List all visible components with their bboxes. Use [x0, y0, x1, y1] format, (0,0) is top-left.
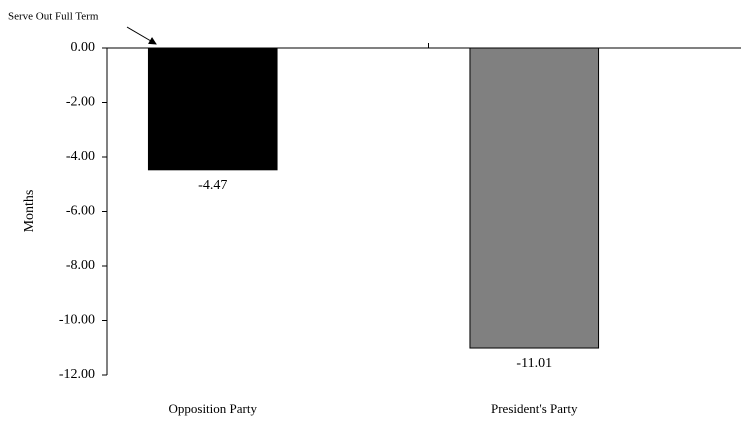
value-label: -4.47 — [198, 178, 227, 193]
y-tick-label: -8.00 — [66, 258, 95, 273]
y-tick-label: -12.00 — [59, 367, 95, 382]
y-tick-label: -6.00 — [66, 204, 95, 219]
y-tick-label: -4.00 — [66, 149, 95, 164]
value-label: -11.01 — [516, 356, 552, 371]
y-axis-label: Months — [22, 190, 37, 233]
annotation: Serve Out Full Term — [8, 11, 99, 23]
bar — [147, 47, 278, 171]
y-tick-label: 0.00 — [71, 40, 96, 55]
y-tick-label: -2.00 — [66, 95, 95, 110]
annotation-arrow — [126, 26, 157, 45]
x-tick-label: President's Party — [491, 401, 578, 416]
x-tick-label: Opposition Party — [169, 401, 258, 416]
y-tick-label: -10.00 — [59, 313, 95, 328]
bar — [469, 47, 600, 349]
